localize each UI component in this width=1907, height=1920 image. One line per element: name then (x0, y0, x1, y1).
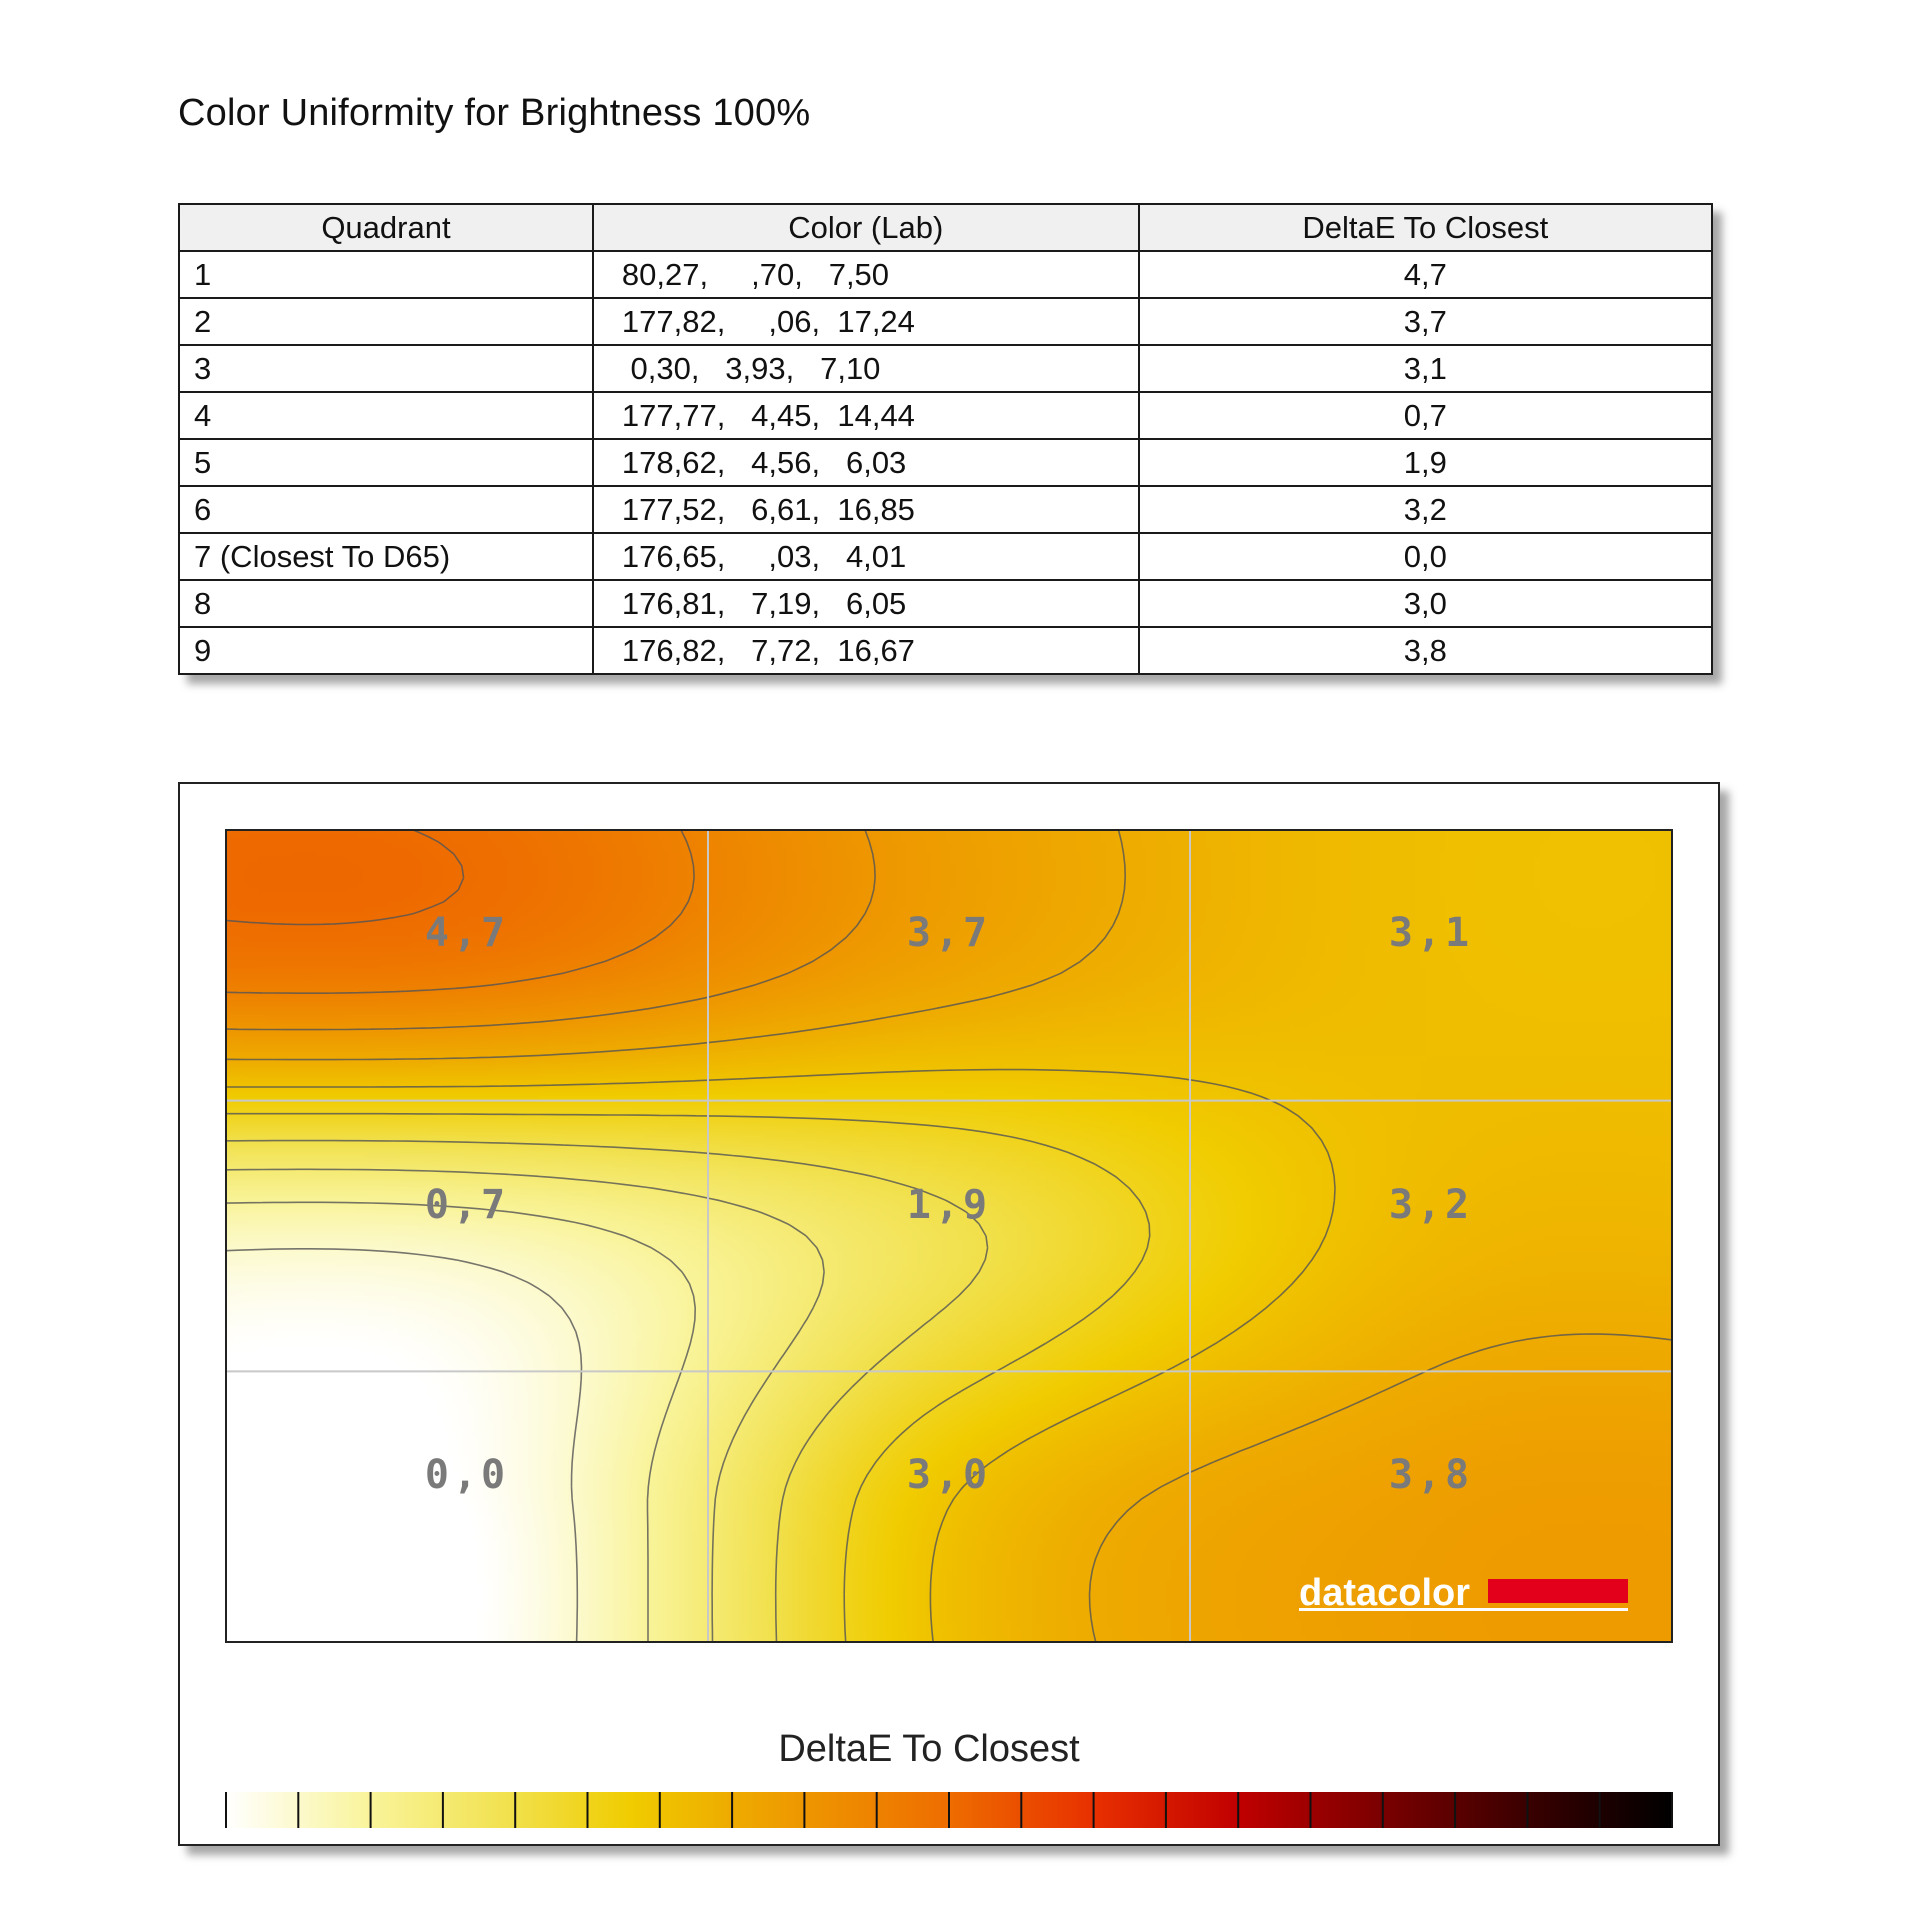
deltae-cell: 3,8 (1137, 626, 1714, 675)
quadrant-cell: 7 (Closest To D65) (178, 532, 594, 581)
colorbar-title: DeltaE To Closest (778, 1728, 1080, 1770)
contour-lines (225, 829, 1673, 1643)
deltae-cell: 0,0 (1137, 532, 1714, 581)
quadrant-cell: 1 (178, 250, 594, 299)
column-header-color-lab: Color (Lab) (591, 203, 1140, 252)
lab-cell: 177,77, 4,45, 14,44 (591, 391, 1140, 440)
table-row: 7 (Closest To D65) 176,65, ,03, 4,01 0,0 (178, 532, 1714, 581)
deltae-cell: 3,7 (1137, 297, 1714, 346)
contour-line (225, 1201, 696, 1642)
deltae-cell: 4,7 (1137, 250, 1714, 299)
quadrant-value-label: 3,0 (907, 1452, 991, 1498)
deltae-cell: 0,7 (1137, 391, 1714, 440)
colorbar-tick-label: 4.5 (859, 1841, 895, 1844)
lab-cell: 177,52, 6,61, 16,85 (591, 485, 1140, 534)
table-row: 3 0,30, 3,93, 7,10 3,1 (178, 344, 1714, 393)
contour-line (225, 829, 876, 1031)
colorbar-tick-label: 3.5 (714, 1841, 750, 1844)
contour-line (226, 1139, 989, 1643)
deltae-cell: 3,2 (1137, 485, 1714, 534)
colorbar-tick-label: 6.5 (1148, 1841, 1184, 1844)
colorbar-tick-label: 5.5 (1003, 1841, 1039, 1844)
lab-cell: 80,27, ,70, 7,50 (591, 250, 1140, 299)
column-header-quadrant: Quadrant (178, 203, 594, 252)
table-row: 6 177,52, 6,61, 16,85 3,2 (178, 485, 1714, 534)
contour-line (226, 1112, 1151, 1643)
lab-cell: 176,81, 7,19, 6,05 (591, 579, 1140, 628)
quadrant-value-label: 3,7 (907, 910, 991, 956)
colorbar-tick-label: 0.0 (208, 1841, 244, 1844)
contour-line (225, 1168, 825, 1643)
colorbar-tick-label: 10.0 (1647, 1841, 1698, 1844)
uniformity-table: Quadrant Color (Lab) DeltaE To Closest 1… (178, 203, 1714, 675)
colorbar-tick-label: 9.5 (1582, 1841, 1618, 1844)
colorbar-tick-label: 3.0 (642, 1841, 678, 1844)
plot-border (225, 829, 1673, 1643)
table-row: 1 80,27, ,70, 7,50 4,7 (178, 250, 1714, 299)
quadrant-cell: 5 (178, 438, 594, 487)
colorbar-tick-label: 8.0 (1365, 1841, 1401, 1844)
quadrant-value-label: 4,7 (425, 910, 509, 956)
quadrant-value-label: 3,8 (1389, 1452, 1473, 1498)
datacolor-logo-text: datacolor (1299, 1572, 1470, 1614)
quadrant-cell: 9 (178, 626, 594, 675)
contour-line (225, 829, 1673, 1643)
quadrant-value-label: 3,2 (1389, 1182, 1473, 1228)
table-row: 5 178,62, 4,56, 6,03 1,9 (178, 438, 1714, 487)
quadrant-value-label: 0,7 (425, 1182, 509, 1228)
contour-line (225, 1248, 583, 1643)
datacolor-logo: datacolor (1299, 1572, 1628, 1614)
quadrant-cell: 2 (178, 297, 594, 346)
page-title: Color Uniformity for Brightness 100% (178, 92, 811, 134)
colorbar-tick-label: 7.0 (1220, 1841, 1256, 1844)
quadrant-cell: 8 (178, 579, 594, 628)
deltae-cell: 3,0 (1137, 579, 1714, 628)
table-row: 4 177,77, 4,45, 14,44 0,7 (178, 391, 1714, 440)
deltae-cell: 3,1 (1137, 344, 1714, 393)
colorbar-tick-label: 2.0 (497, 1841, 533, 1844)
lab-cell: 176,65, ,03, 4,01 (591, 532, 1140, 581)
colorbar-tick-label: 0.5 (280, 1841, 316, 1844)
quadrant-value-label: 3,1 (1389, 910, 1473, 956)
quadrant-cell: 4 (178, 391, 594, 440)
colorbar-tick-label: 2.5 (569, 1841, 605, 1844)
lab-cell: 177,82, ,06, 17,24 (591, 297, 1140, 346)
quadrant-cell: 3 (178, 344, 594, 393)
datacolor-logo-bar (1488, 1579, 1628, 1603)
quadrant-value-label: 1,9 (907, 1182, 991, 1228)
lab-cell: 0,30, 3,93, 7,10 (591, 344, 1140, 393)
uniformity-chart-panel: 4,7 3,7 3,1 0,7 1,9 3,2 0,0 3,0 3,8 datacolor Delt… (178, 782, 1720, 1846)
quadrant-value-label: 0,0 (425, 1452, 509, 1498)
table-row: 9 176,82, 7,72, 16,67 3,8 (178, 626, 1714, 675)
table-row: 8 176,81, 7,19, 6,05 3,0 (178, 579, 1714, 628)
uniformity-heatmap: 4,7 3,7 3,1 0,7 1,9 3,2 0,0 3,0 3,8 datacolor Delt… (208, 829, 1698, 1844)
lab-cell: 178,62, 4,56, 6,03 (591, 438, 1140, 487)
contour-line (225, 829, 465, 926)
quadrant-cell: 6 (178, 485, 594, 534)
column-header-deltae: DeltaE To Closest (1137, 203, 1714, 252)
colorbar-tick-label: 6.0 (1076, 1841, 1112, 1844)
colorbar-tick-label: 1.5 (425, 1841, 461, 1844)
colorbar-tick-label: 7.5 (1292, 1841, 1328, 1844)
deltae-cell: 1,9 (1137, 438, 1714, 487)
table-header-row: Quadrant Color (Lab) DeltaE To Closest (178, 203, 1714, 252)
contour-line (225, 829, 695, 994)
colorbar-tick-label: 5.0 (931, 1841, 967, 1844)
table-row: 2 177,82, ,06, 17,24 3,7 (178, 297, 1714, 346)
colorbar-tick-label: 1.0 (353, 1841, 389, 1844)
contour-line (226, 1068, 1336, 1643)
colorbar-tick-label: 4.0 (786, 1841, 822, 1844)
colorbar-tick-label: 8.5 (1437, 1841, 1473, 1844)
colorbar-tick-label: 9.0 (1509, 1841, 1545, 1844)
datacolor-logo-underline (1299, 1608, 1628, 1611)
lab-cell: 176,82, 7,72, 16,67 (591, 626, 1140, 675)
